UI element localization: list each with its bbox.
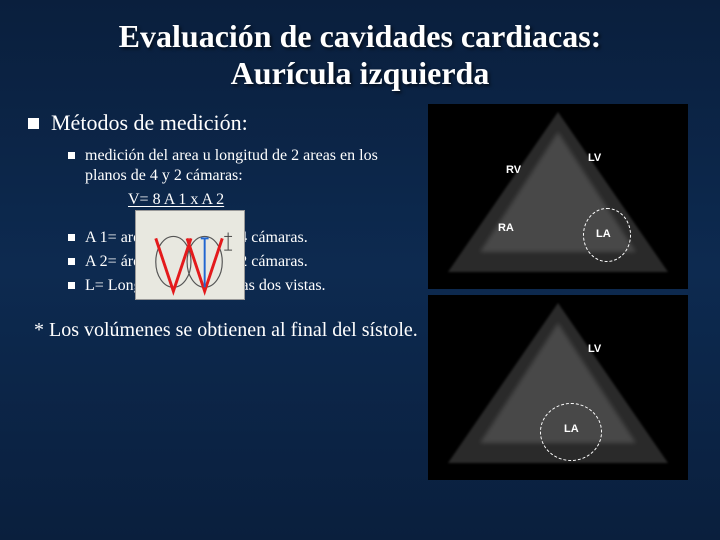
label-lv: LV <box>588 152 601 164</box>
content-row: Métodos de medición: medición del area u… <box>28 110 692 300</box>
formula-numerator: V= 8 A 1 x A 2 <box>128 191 224 208</box>
square-bullet-icon <box>68 152 75 159</box>
bullet-methods-label: Métodos de medición: <box>51 110 248 136</box>
bullet-measurement-label: medición del area u longitud de 2 areas … <box>85 146 392 186</box>
heart-chamber-diagram-icon <box>136 211 244 299</box>
la-dashed-outline-icon <box>583 208 631 262</box>
square-bullet-icon <box>68 258 75 265</box>
image-column: RV LV RA LA LV LA <box>400 110 692 300</box>
bullet-measurement: medición del area u longitud de 2 areas … <box>68 146 392 186</box>
echo-4chamber: RV LV RA LA <box>428 104 688 289</box>
la-dashed-outline-icon <box>540 403 602 461</box>
slide-title: Evaluación de cavidades cardiacas: Auríc… <box>28 18 692 92</box>
echo-2chamber: LV LA <box>428 295 688 480</box>
inset-diagram <box>135 210 245 300</box>
label-rv: RV <box>506 164 521 176</box>
square-bullet-icon <box>28 118 39 129</box>
square-bullet-icon <box>68 282 75 289</box>
title-line-1: Evaluación de cavidades cardiacas: <box>119 18 602 54</box>
square-bullet-icon <box>68 234 75 241</box>
bullet-methods: Métodos de medición: <box>28 110 392 136</box>
label-lv2: LV <box>588 343 601 355</box>
slide: Evaluación de cavidades cardiacas: Auríc… <box>0 0 720 540</box>
title-line-2: Aurícula izquierda <box>231 55 490 91</box>
footnote-text: * Los volúmenes se obtienen al final del… <box>34 319 418 341</box>
footnote: * Los volúmenes se obtienen al final del… <box>34 318 419 342</box>
label-ra: RA <box>498 222 514 234</box>
echo-image-stack: RV LV RA LA LV LA <box>428 104 688 486</box>
